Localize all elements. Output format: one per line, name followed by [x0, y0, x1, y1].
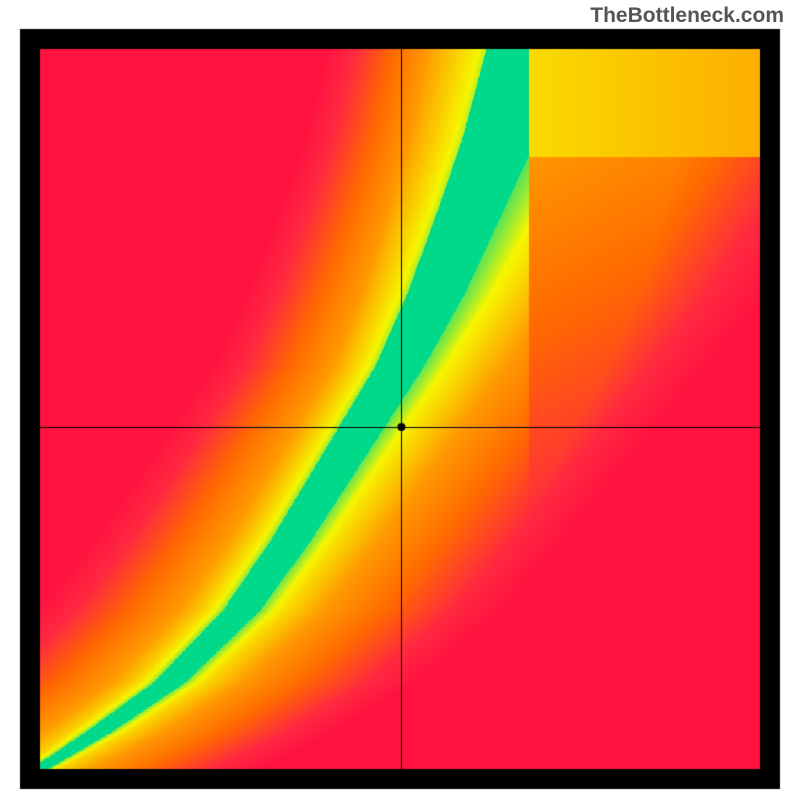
- chart-container: TheBottleneck.com: [0, 0, 800, 800]
- bottleneck-heatmap: [0, 0, 800, 800]
- watermark-text: TheBottleneck.com: [590, 4, 784, 28]
